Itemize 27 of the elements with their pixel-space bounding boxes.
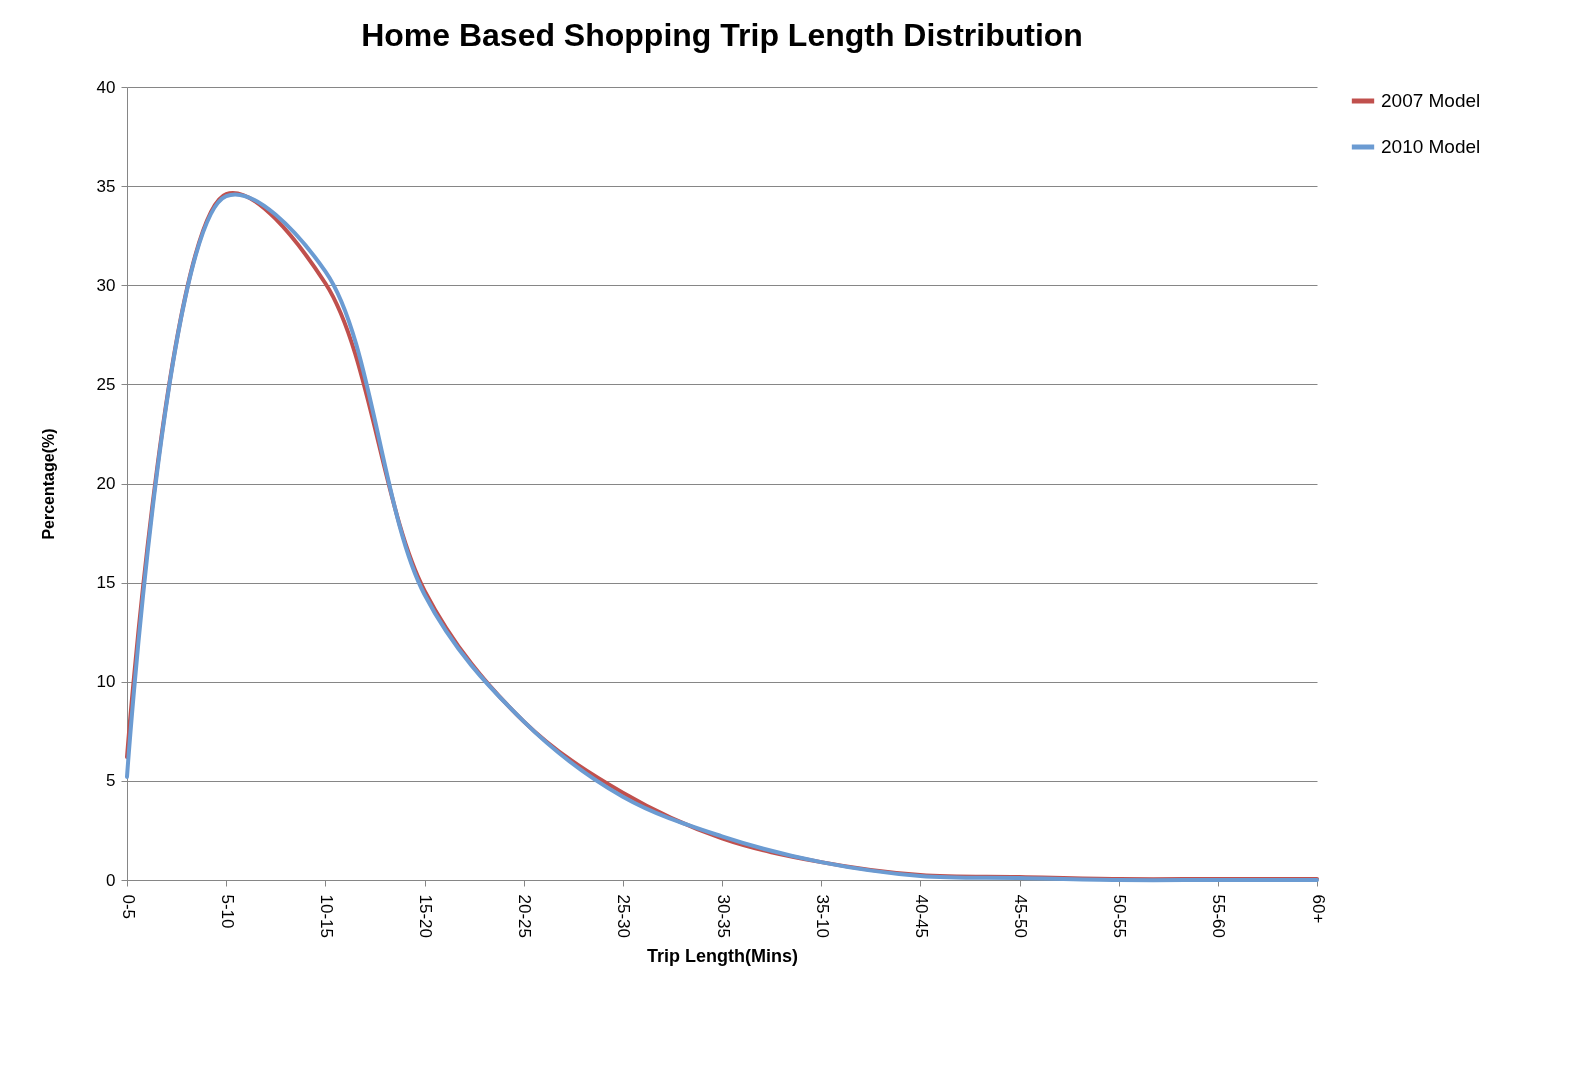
- chart-title: Home Based Shopping Trip Length Distribution: [361, 17, 1083, 53]
- y-tick-label: 30: [96, 275, 116, 295]
- x-tick-label: 5-10: [217, 894, 237, 929]
- y-tick-label: 25: [96, 374, 116, 394]
- x-axis-title: Trip Length(Mins): [647, 945, 798, 966]
- x-tick-label: 50-55: [1110, 894, 1130, 938]
- x-tick-label: 35-10: [812, 894, 832, 938]
- x-tick-label: 0-5: [118, 894, 138, 920]
- y-tick-label: 5: [106, 771, 116, 791]
- y-tick-label: 15: [96, 573, 116, 593]
- x-tick-label: 55-60: [1209, 894, 1229, 938]
- x-tick-label: 40-45: [911, 894, 931, 938]
- legend-label: 2007 Model: [1381, 90, 1481, 111]
- y-tick-label: 20: [96, 474, 116, 493]
- y-tick-label: 10: [96, 672, 116, 692]
- y-axis-title: Percentage(%): [39, 428, 57, 540]
- y-tick-label: 40: [96, 77, 116, 97]
- x-tick-label: 20-25: [515, 894, 535, 938]
- legend-label: 2010 Model: [1381, 136, 1481, 157]
- x-tick-label: 10-15: [316, 894, 336, 938]
- x-tick-label: 45-50: [1011, 894, 1030, 938]
- x-tick-label: 60+: [1308, 894, 1328, 924]
- x-tick-label: 30-35: [713, 894, 733, 938]
- y-tick-label: 0: [106, 870, 116, 890]
- x-tick-label: 15-20: [416, 894, 435, 938]
- y-tick-label: 35: [96, 176, 116, 196]
- x-tick-label: 25-30: [614, 894, 634, 938]
